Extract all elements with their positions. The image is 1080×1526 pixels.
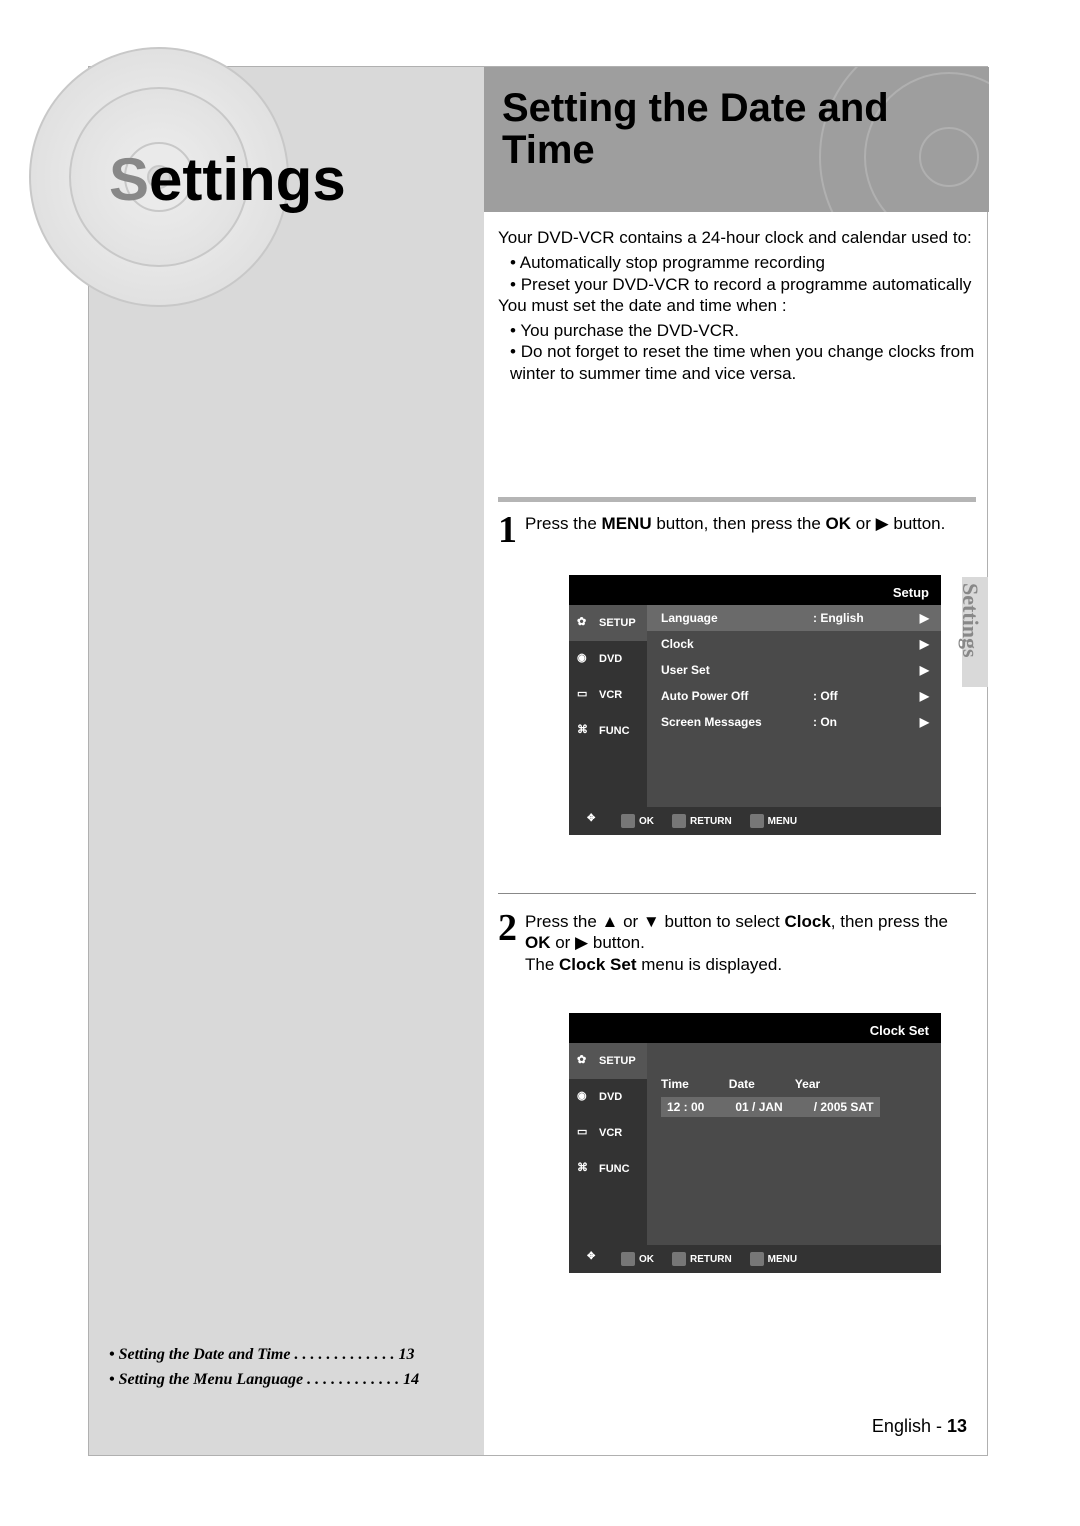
osd-foot-return[interactable]: RETURN	[672, 814, 732, 828]
osd-title: Setup	[893, 585, 929, 600]
func-icon: ⌘	[577, 723, 593, 739]
osd-foot-return[interactable]: RETURN	[672, 1252, 732, 1266]
toc-item: • Setting the Date and Time . . . . . . …	[109, 1342, 419, 1368]
osd-setup-menu: Setup ✿SETUP ◉DVD ▭VCR ⌘FUNC Language: E…	[569, 575, 941, 835]
osd-row-autopower[interactable]: Auto Power Off: Off▶	[647, 683, 941, 709]
dvd-icon: ◉	[577, 1089, 593, 1105]
menu-icon	[750, 1252, 764, 1266]
step-text: Press the MENU button, then press the OK…	[525, 513, 976, 534]
osd-side-setup[interactable]: ✿SETUP	[569, 1043, 647, 1079]
clock-header-year: Year	[795, 1077, 820, 1091]
osd-row-userset[interactable]: User Set▶	[647, 657, 941, 683]
osd-side-setup[interactable]: ✿SETUP	[569, 605, 647, 641]
clock-header-date: Date	[729, 1077, 755, 1091]
gear-icon: ✿	[577, 615, 593, 631]
osd-footer: ✥ OK RETURN MENU	[569, 1245, 941, 1273]
osd-sidebar: ✿SETUP ◉DVD ▭VCR ⌘FUNC	[569, 1043, 647, 1245]
intro-text: Your DVD-VCR contains a 24-hour clock an…	[498, 227, 976, 384]
gear-icon: ✿	[577, 1053, 593, 1069]
clock-value-time: 12 : 00	[667, 1100, 704, 1114]
osd-title: Clock Set	[870, 1023, 929, 1038]
osd-clock-set-menu: Clock Set ✿SETUP ◉DVD ▭VCR ⌘FUNC Time Da…	[569, 1013, 941, 1273]
dvd-icon: ◉	[577, 651, 593, 667]
dpad-icon: ✥	[587, 813, 603, 829]
right-column: Setting the Date and Time Your DVD-VCR c…	[484, 67, 989, 1455]
step-2: 2 Press the ▲ or ▼ button to select Cloc…	[498, 911, 976, 975]
step-divider	[498, 893, 976, 894]
func-icon: ⌘	[577, 1161, 593, 1177]
osd-side-func[interactable]: ⌘FUNC	[569, 713, 647, 749]
osd-row-clock[interactable]: Clock▶	[647, 631, 941, 657]
vcr-icon: ▭	[577, 1125, 593, 1141]
step-1: 1 Press the MENU button, then press the …	[498, 513, 976, 547]
page-title: Setting the Date and Time	[502, 87, 889, 171]
step-text: Press the ▲ or ▼ button to select Clock,…	[525, 911, 976, 975]
osd-main-panel	[647, 1043, 941, 1245]
clock-value-date: 01 / JAN	[735, 1100, 782, 1114]
osd-side-vcr[interactable]: ▭VCR	[569, 677, 647, 713]
toc-item: • Setting the Menu Language . . . . . . …	[109, 1367, 419, 1393]
left-column: Settings • Setting the Date and Time . .…	[89, 67, 484, 1455]
osd-foot-menu[interactable]: MENU	[750, 1252, 797, 1266]
osd-main-panel: Language: English▶ Clock▶ User Set▶ Auto…	[647, 605, 941, 807]
osd-side-dvd[interactable]: ◉DVD	[569, 1079, 647, 1115]
section-title-rest: ettings	[149, 146, 346, 213]
clock-values-row[interactable]: 12 : 00 01 / JAN / 2005 SAT	[661, 1097, 880, 1117]
section-title: Settings	[109, 145, 346, 214]
return-icon	[672, 1252, 686, 1266]
ok-icon	[621, 814, 635, 828]
ok-icon	[621, 1252, 635, 1266]
section-divider	[498, 497, 976, 502]
osd-sidebar: ✿SETUP ◉DVD ▭VCR ⌘FUNC	[569, 605, 647, 807]
dpad-icon: ✥	[587, 1251, 603, 1267]
osd-foot-ok[interactable]: OK	[621, 1252, 654, 1266]
clock-value-year: / 2005 SAT	[814, 1100, 874, 1114]
osd-side-func[interactable]: ⌘FUNC	[569, 1151, 647, 1187]
osd-foot-menu[interactable]: MENU	[750, 814, 797, 828]
osd-foot-ok[interactable]: OK	[621, 814, 654, 828]
header-band: Setting the Date and Time	[484, 67, 989, 212]
menu-icon	[750, 814, 764, 828]
section-title-accent: S	[109, 146, 149, 213]
return-icon	[672, 814, 686, 828]
page-footer: English - 13	[872, 1416, 967, 1437]
osd-side-dvd[interactable]: ◉DVD	[569, 641, 647, 677]
osd-row-screenmsg[interactable]: Screen Messages: On▶	[647, 709, 941, 735]
vcr-icon: ▭	[577, 687, 593, 703]
manual-page: Settings • Setting the Date and Time . .…	[88, 66, 988, 1456]
side-tab-label: Settings	[957, 583, 983, 658]
step-number: 2	[498, 911, 517, 945]
osd-side-vcr[interactable]: ▭VCR	[569, 1115, 647, 1151]
step-number: 1	[498, 513, 517, 547]
osd-row-language[interactable]: Language: English▶	[647, 605, 941, 631]
clock-header-time: Time	[661, 1077, 689, 1091]
table-of-contents: • Setting the Date and Time . . . . . . …	[109, 1342, 419, 1393]
clock-headers: Time Date Year	[661, 1077, 820, 1091]
osd-footer: ✥ OK RETURN MENU	[569, 807, 941, 835]
